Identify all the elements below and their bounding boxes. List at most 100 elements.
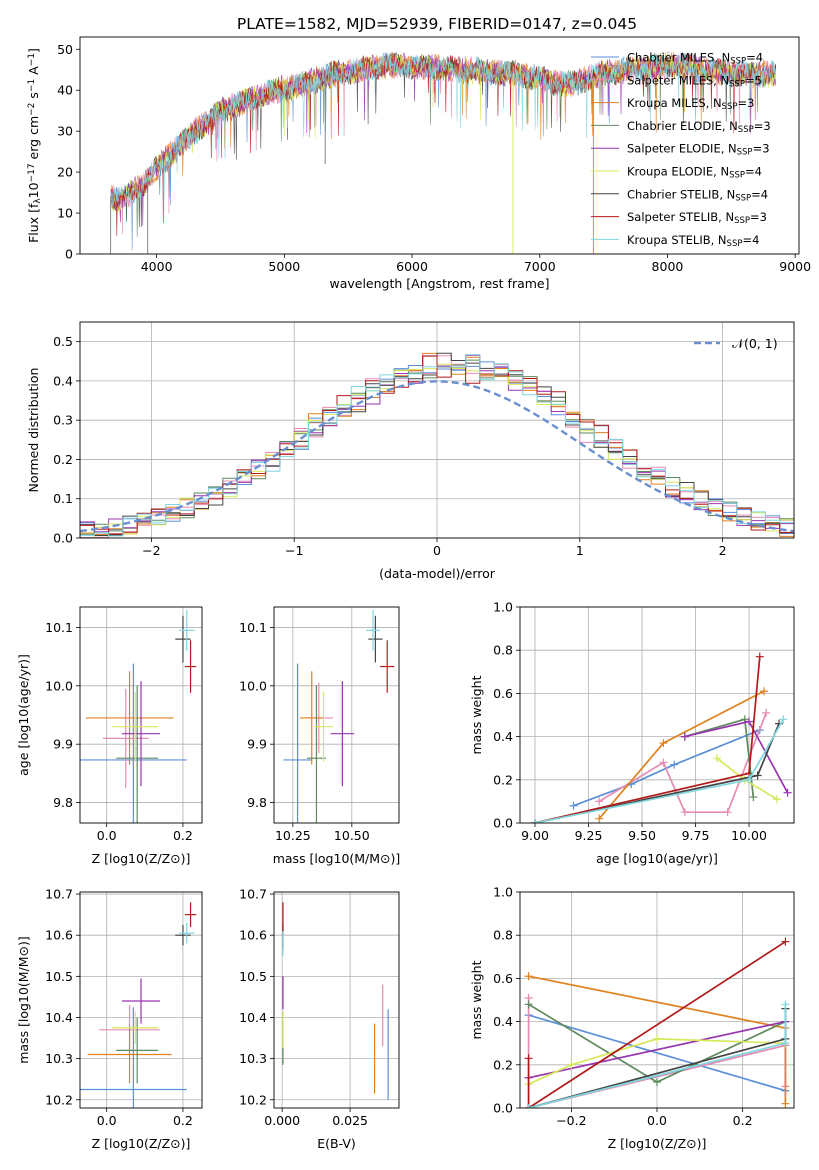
legend-label-salpeter-miles: Salpeter MILES, NSSP=5: [627, 73, 762, 89]
legend-name: Kroupa STELIB, N: [627, 233, 727, 247]
weight-line: [528, 1014, 786, 1092]
histogram-kroupa-stelib: [80, 354, 794, 537]
y-tick-label: 10.7: [45, 887, 73, 902]
legend-label-kroupa-stelib: Kroupa STELIB, NSSP=4: [627, 233, 759, 249]
panel-spectrum: 4000 5000 6000 7000 8000 9000 0 10 20 30 40 50 wavel…: [26, 36, 811, 291]
panel-mass-vs-ebv: 0.000 0.025 10.2 10.3 10.4 10.5 10.6 10.7 E(B-V): [239, 887, 400, 1151]
weight-marker: [524, 1000, 533, 1009]
weight-marker: [781, 1000, 790, 1009]
errorbar-chabrier-elodie: [116, 1017, 159, 1084]
errorbar-chabrier-miles: [80, 1007, 187, 1108]
y-tick-label: 0.2: [493, 1057, 513, 1072]
weight-line: [598, 690, 765, 820]
label-part: ]: [26, 48, 41, 53]
y-tick-label: 1.0: [493, 600, 513, 615]
y-tick-label: 0.8: [493, 643, 513, 658]
weight-marker: [567, 1060, 576, 1069]
label-sup: −1: [27, 53, 37, 66]
y-tick-label: 20: [57, 165, 73, 180]
weight-series-salpeter-elodie: [680, 717, 792, 797]
weight-marker: [653, 1078, 661, 1087]
legend-value: =3: [750, 210, 767, 224]
legend-name: Chabrier STELIB, N: [627, 187, 735, 201]
x-tick-label: 4000: [141, 259, 173, 274]
y-tick-label: 0.3: [53, 413, 73, 428]
panel-weight-vs-z: −0.2 0.0 0.2 0.0 0.2 0.4 0.6 0.8 1.0 Z [log10(Z/Z…: [469, 885, 795, 1151]
label-sup: −2: [27, 103, 37, 116]
x-axis-label: mass [log10(M/M⊙)]: [273, 851, 401, 866]
errorbars: [80, 902, 197, 1108]
legend-sub: SSP: [730, 57, 746, 67]
legend-name: Salpeter ELODIE, N: [627, 142, 737, 156]
x-axis-label: (data-model)/error: [379, 566, 496, 581]
weight-marker: [781, 937, 790, 946]
legend-label-chabrier-miles: Chabrier MILES, NSSP=4: [627, 51, 763, 67]
errorbar-kroupa-elodie: [314, 691, 333, 762]
y-axis-label: mass [log10(M/M⊙)]: [16, 936, 31, 1064]
label-sub: λ: [33, 198, 43, 204]
x-tick-label: 0: [433, 543, 441, 558]
normal-reference-curve: [80, 380, 794, 533]
errorbar-chabrier-stelib: [175, 615, 191, 663]
axes-frame: [79, 606, 203, 824]
axes-frame: [519, 606, 795, 824]
legend-name: Chabrier MILES, N: [627, 51, 730, 65]
weight-series-kroupa-stelib: [524, 1000, 790, 1108]
legend-name: Salpeter STELIB, N: [627, 210, 734, 224]
weight-marker: [653, 1034, 661, 1043]
x-tick-label: −0.2: [556, 1113, 586, 1128]
panel-age-vs-mass: 10.25 10.50 9.8 9.9 10.0 10.1 mass [log10(M/M⊙…: [239, 606, 401, 866]
legend-sub: SSP: [738, 125, 754, 135]
errorbar-chabrier-miles: [283, 663, 312, 823]
y-tick-label: 10.3: [239, 1051, 267, 1066]
weight-line: [573, 729, 761, 807]
y-tick-label: 10.1: [239, 620, 267, 635]
weight-series-kroupa-stelib: [530, 715, 788, 823]
weight-marker: [783, 788, 792, 797]
weight-line: [527, 940, 786, 1108]
legend-sub: SSP: [737, 148, 753, 158]
x-tick-label: −2: [142, 543, 160, 558]
x-tick-label: 9000: [779, 259, 811, 274]
weight-marker: [659, 758, 668, 767]
weight-marker: [659, 739, 668, 748]
errorbar-kroupa-stelib: [179, 609, 195, 651]
weight-marker: [524, 1104, 533, 1108]
weight-line: [598, 712, 767, 814]
errorbars: [80, 609, 197, 823]
weight-marker: [749, 793, 758, 802]
errorbar-salpeter-stelib: [380, 640, 395, 693]
weight-marker: [760, 687, 769, 696]
y-tick-label: 0.0: [493, 816, 513, 831]
weight-marker: [755, 652, 764, 661]
errorbar-chabrier-stelib: [175, 924, 191, 946]
weight-marker: [745, 717, 754, 726]
label-part: 10: [26, 182, 41, 198]
legend-name: Salpeter MILES, N: [627, 73, 729, 87]
x-tick-label: 0.025: [332, 1113, 368, 1128]
x-axis-label: Z [log10(Z/Z⊙)]: [608, 1136, 707, 1151]
legend-value: =4: [742, 233, 759, 247]
axes-frame: [79, 321, 795, 539]
spectrum-line-salpeter-stelib: [110, 51, 777, 237]
legend-value: =3: [753, 142, 770, 156]
y-tick-label: 10.3: [45, 1051, 73, 1066]
y-tick-label: 0.5: [53, 334, 73, 349]
x-tick-label: 9.50: [628, 828, 656, 843]
y-tick-label: 9.9: [53, 737, 73, 752]
x-tick-label: 9.25: [575, 828, 603, 843]
legend-value: =3: [737, 96, 754, 110]
y-tick-label: 50: [57, 42, 73, 57]
legend-label-salpeter-stelib: Salpeter STELIB, NSSP=3: [627, 210, 767, 226]
axes-frame: [519, 891, 795, 1109]
x-axis-label: Z [log10(Z/Z⊙)]: [92, 851, 191, 866]
legend-label-kroupa-elodie: Kroupa ELODIE, NSSP=4: [627, 165, 762, 181]
errorbar-salpeter-elodie: [121, 978, 161, 1024]
errorbar-kroupa-stelib: [365, 609, 381, 651]
errorbar-chabrier-stelib: [368, 615, 383, 663]
weight-marker: [779, 715, 788, 724]
weight-marker: [753, 771, 762, 780]
errorbars: [282, 902, 389, 1100]
y-tick-label: 0.0: [493, 1101, 513, 1116]
x-tick-label: 6000: [396, 259, 428, 274]
